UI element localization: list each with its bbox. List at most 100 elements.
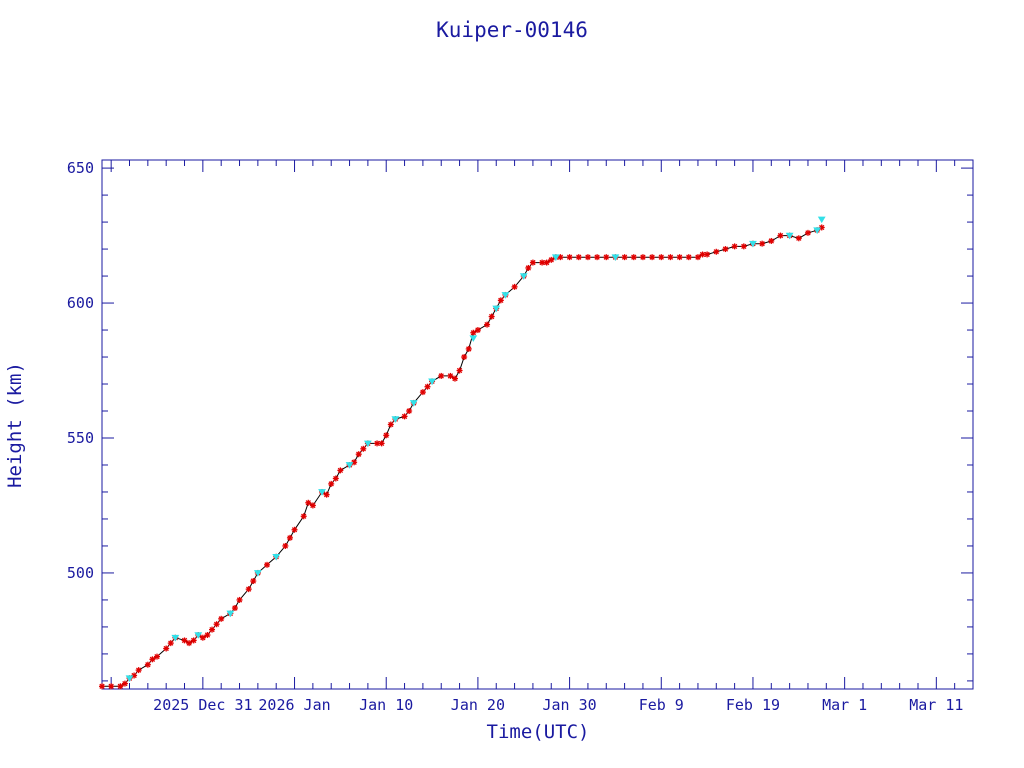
data-point-cyan: [171, 634, 180, 642]
data-point-red: [529, 259, 536, 266]
data-point-red: [154, 653, 161, 660]
data-point-red: [525, 264, 532, 271]
data-point-red: [135, 667, 142, 674]
data-point-red: [401, 413, 408, 420]
data-point-red: [383, 432, 390, 439]
data-point-red: [804, 229, 811, 236]
data-point-red: [305, 499, 312, 506]
data-point-red: [621, 254, 628, 261]
data-point-red: [768, 237, 775, 244]
data-point-cyan: [749, 240, 757, 248]
data-point-red: [740, 243, 747, 250]
data-point-red: [543, 259, 550, 266]
data-point-red: [704, 251, 711, 258]
data-point-red: [190, 637, 197, 644]
data-point-red: [649, 254, 656, 261]
data-point-red: [286, 534, 293, 541]
data-point-red: [406, 408, 413, 415]
data-point-cyan: [492, 305, 501, 313]
x-tick-label: 2026 Jan: [258, 696, 330, 714]
data-point-red: [594, 254, 601, 261]
data-point-red: [759, 240, 766, 247]
data-point-red: [777, 232, 784, 239]
data-series: [99, 216, 826, 690]
data-point-red: [566, 254, 573, 261]
data-point-red: [209, 626, 216, 633]
data-point-red: [181, 637, 188, 644]
data-point-red: [245, 586, 252, 593]
data-point-red: [447, 372, 454, 379]
data-point-red: [236, 596, 243, 603]
data-point-cyan: [428, 378, 436, 386]
data-point-cyan: [272, 553, 281, 561]
data-point-red: [465, 345, 472, 352]
data-point-red: [713, 248, 720, 255]
data-point-red: [511, 283, 518, 290]
data-point-red: [424, 383, 431, 390]
data-point-red: [795, 235, 802, 242]
data-point-cyan: [345, 462, 354, 469]
data-point-red: [99, 683, 105, 690]
data-point-red: [818, 224, 825, 231]
data-point-red: [355, 451, 362, 458]
data-point-red: [328, 480, 335, 487]
data-point-cyan: [409, 400, 418, 407]
data-point-red: [470, 329, 477, 336]
data-point-red: [264, 561, 271, 568]
plot-frame: [101, 159, 974, 690]
data-point-red: [199, 634, 206, 641]
data-point-red: [603, 254, 610, 261]
data-point-cyan: [817, 216, 826, 224]
x-tick-label: Jan 10: [359, 696, 413, 714]
data-point-red: [332, 475, 339, 482]
data-point-red: [451, 375, 458, 382]
data-point-red: [149, 656, 156, 663]
series-line: [102, 227, 822, 687]
data-point-red: [676, 254, 683, 261]
data-point-red: [667, 254, 674, 261]
data-point-cyan: [551, 254, 560, 261]
data-point-red: [204, 632, 211, 639]
data-point-red: [282, 542, 289, 549]
data-point-red: [121, 680, 128, 687]
data-point-red: [557, 254, 564, 261]
data-point-red: [378, 440, 385, 447]
data-point-cyan: [611, 254, 620, 261]
x-tick-label: Jan 20: [451, 696, 505, 714]
y-tick-label: 550: [67, 429, 94, 447]
data-point-cyan: [363, 440, 372, 448]
data-point-red: [484, 321, 491, 328]
data-point-red: [419, 389, 426, 396]
data-point-red: [167, 640, 174, 647]
data-point-red: [337, 467, 344, 474]
data-point-red: [699, 251, 706, 258]
data-point-cyan: [519, 273, 528, 280]
data-point-red: [658, 254, 665, 261]
chart-title: Kuiper-00146: [436, 18, 588, 42]
x-tick-label: Feb 19: [726, 696, 780, 714]
data-point-cyan: [253, 570, 262, 577]
x-tick-label: Feb 9: [639, 696, 684, 714]
data-point-red: [461, 354, 468, 361]
data-point-red: [722, 246, 729, 253]
data-point-red: [309, 502, 316, 509]
data-point-red: [474, 327, 481, 334]
data-point-cyan: [318, 489, 326, 496]
data-point-red: [497, 297, 504, 304]
y-axis-label: Height (km): [4, 362, 26, 488]
data-point-red: [456, 367, 463, 374]
data-point-cyan: [391, 416, 400, 423]
data-point-red: [438, 372, 445, 379]
data-point-red: [360, 445, 367, 452]
data-point-cyan: [125, 675, 134, 682]
x-tick-label: 2025 Dec 31: [153, 696, 252, 714]
data-point-red: [584, 254, 591, 261]
x-axis: 2025 Dec 31 2026 Jan Jan 10 Jan 20 Jan 30 Feb…: [110, 160, 974, 714]
data-point-red: [163, 645, 170, 652]
data-point-cyan: [785, 232, 794, 240]
x-axis-label: Time(UTC): [487, 721, 590, 743]
data-point-cyan: [226, 610, 235, 618]
data-point-red: [144, 661, 151, 668]
data-point-red: [117, 683, 124, 690]
